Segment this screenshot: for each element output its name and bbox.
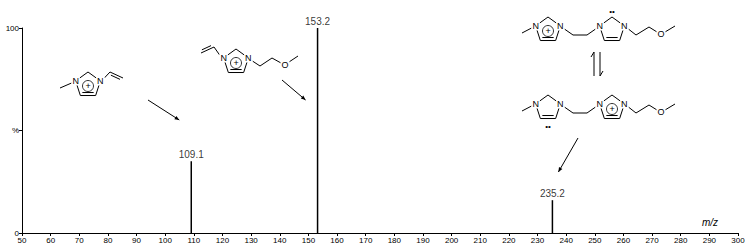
svg-text:N: N <box>532 99 539 109</box>
svg-text:210: 210 <box>474 236 488 245</box>
svg-text:N: N <box>557 99 564 109</box>
svg-text:130: 130 <box>244 236 258 245</box>
svg-text:%: % <box>12 126 19 135</box>
svg-text:N: N <box>532 21 539 31</box>
svg-text:200: 200 <box>445 236 459 245</box>
svg-text:N: N <box>557 21 564 31</box>
svg-text:110: 110 <box>187 236 200 245</box>
svg-text:+: + <box>233 58 238 68</box>
svg-text:m/z: m/z <box>702 217 718 228</box>
svg-text:80: 80 <box>103 236 112 245</box>
svg-text:109.1: 109.1 <box>179 149 204 160</box>
svg-text:N: N <box>596 21 603 31</box>
svg-text:120: 120 <box>216 236 230 245</box>
svg-text:N: N <box>97 76 104 86</box>
svg-text:N: N <box>220 53 227 63</box>
svg-text:90: 90 <box>132 236 141 245</box>
svg-text:170: 170 <box>359 236 373 245</box>
svg-text:••: •• <box>545 122 551 131</box>
svg-text:+: + <box>609 104 614 114</box>
svg-text:160: 160 <box>330 236 344 245</box>
svg-text:0: 0 <box>14 228 19 238</box>
svg-text:N: N <box>621 21 628 31</box>
svg-text:230: 230 <box>531 236 545 245</box>
svg-text:220: 220 <box>502 236 516 245</box>
svg-text:180: 180 <box>388 236 402 245</box>
svg-text:60: 60 <box>46 236 55 245</box>
svg-text:260: 260 <box>617 236 631 245</box>
svg-text:280: 280 <box>674 236 688 245</box>
svg-text:70: 70 <box>75 236 84 245</box>
svg-text:O: O <box>657 29 664 39</box>
svg-text:+: + <box>545 26 550 36</box>
svg-text:240: 240 <box>559 236 573 245</box>
svg-text:270: 270 <box>645 236 659 245</box>
svg-text:50: 50 <box>18 236 27 245</box>
svg-text:100: 100 <box>6 24 20 33</box>
svg-text:100: 100 <box>159 236 173 245</box>
svg-text:N: N <box>596 99 603 109</box>
svg-text:O: O <box>281 60 288 70</box>
svg-text:N: N <box>245 53 252 63</box>
svg-text:••: •• <box>609 7 615 16</box>
svg-text:140: 140 <box>273 236 287 245</box>
svg-text:235.2: 235.2 <box>540 188 565 199</box>
svg-text:O: O <box>657 107 664 117</box>
svg-text:N: N <box>72 76 79 86</box>
svg-text:153.2: 153.2 <box>305 16 330 27</box>
svg-text:N: N <box>621 99 628 109</box>
svg-text:250: 250 <box>588 236 602 245</box>
svg-text:190: 190 <box>416 236 430 245</box>
svg-text:300: 300 <box>731 236 745 245</box>
svg-text:290: 290 <box>703 236 717 245</box>
svg-text:150: 150 <box>302 236 316 245</box>
svg-text:+: + <box>85 81 90 91</box>
